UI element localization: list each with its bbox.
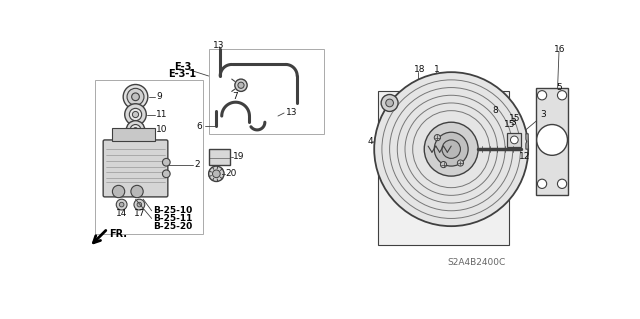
Circle shape bbox=[127, 88, 144, 105]
Text: B-25-20: B-25-20 bbox=[153, 222, 193, 231]
Circle shape bbox=[125, 104, 147, 125]
Circle shape bbox=[381, 94, 398, 111]
Text: 18: 18 bbox=[414, 65, 426, 74]
Text: FR.: FR. bbox=[109, 229, 127, 239]
Circle shape bbox=[486, 130, 493, 137]
Circle shape bbox=[119, 202, 124, 207]
Circle shape bbox=[123, 85, 148, 109]
Circle shape bbox=[538, 91, 547, 100]
Circle shape bbox=[132, 111, 139, 118]
Text: 13: 13 bbox=[285, 108, 297, 117]
Text: E-3: E-3 bbox=[174, 62, 191, 72]
Circle shape bbox=[238, 82, 244, 88]
Circle shape bbox=[435, 132, 468, 166]
Circle shape bbox=[212, 170, 220, 178]
Text: E-3-1: E-3-1 bbox=[168, 70, 196, 79]
Bar bbox=[209, 149, 230, 165]
Bar bbox=[508, 133, 521, 147]
Text: 6: 6 bbox=[196, 122, 202, 130]
Bar bbox=[113, 128, 155, 141]
Circle shape bbox=[126, 121, 145, 139]
Circle shape bbox=[137, 202, 141, 207]
Text: 3: 3 bbox=[541, 110, 547, 119]
Text: 12: 12 bbox=[518, 152, 530, 161]
Text: B-25-10: B-25-10 bbox=[153, 206, 193, 215]
Text: 15: 15 bbox=[504, 120, 515, 129]
Circle shape bbox=[440, 161, 447, 168]
Circle shape bbox=[386, 99, 394, 107]
Circle shape bbox=[209, 166, 224, 182]
Circle shape bbox=[130, 124, 141, 135]
Circle shape bbox=[424, 122, 478, 176]
Text: 17: 17 bbox=[134, 209, 145, 218]
Text: 19: 19 bbox=[234, 152, 244, 161]
Circle shape bbox=[129, 108, 141, 121]
Bar bbox=[209, 49, 324, 134]
Circle shape bbox=[435, 135, 440, 141]
Circle shape bbox=[511, 136, 518, 144]
Text: 3: 3 bbox=[510, 118, 516, 127]
Text: B-25-11: B-25-11 bbox=[153, 214, 193, 223]
Circle shape bbox=[134, 199, 145, 210]
Text: S2A4B2400C: S2A4B2400C bbox=[447, 258, 506, 267]
Circle shape bbox=[537, 124, 568, 155]
Circle shape bbox=[133, 128, 138, 132]
Text: 14: 14 bbox=[116, 209, 127, 218]
Circle shape bbox=[458, 160, 463, 166]
Text: 4: 4 bbox=[367, 137, 373, 146]
Polygon shape bbox=[526, 134, 528, 149]
Text: 1: 1 bbox=[435, 65, 440, 74]
FancyBboxPatch shape bbox=[103, 140, 168, 197]
Text: 9: 9 bbox=[156, 92, 162, 101]
Circle shape bbox=[374, 72, 528, 226]
Circle shape bbox=[557, 179, 566, 189]
Text: 7: 7 bbox=[232, 92, 237, 100]
Text: 5: 5 bbox=[557, 83, 563, 92]
Text: 11: 11 bbox=[156, 110, 168, 119]
Bar bbox=[536, 87, 568, 195]
Text: 2: 2 bbox=[195, 160, 200, 169]
Circle shape bbox=[113, 185, 125, 198]
Circle shape bbox=[557, 91, 566, 100]
Circle shape bbox=[131, 185, 143, 198]
Circle shape bbox=[163, 159, 170, 166]
Text: 15: 15 bbox=[509, 114, 520, 123]
Circle shape bbox=[442, 140, 460, 159]
Text: 8: 8 bbox=[492, 106, 498, 115]
Text: 13: 13 bbox=[212, 41, 224, 50]
Text: 20: 20 bbox=[225, 169, 237, 178]
Circle shape bbox=[235, 79, 247, 92]
Circle shape bbox=[163, 170, 170, 178]
Bar bbox=[378, 92, 509, 245]
Bar bbox=[95, 80, 204, 234]
Circle shape bbox=[538, 179, 547, 189]
Circle shape bbox=[132, 93, 140, 101]
Text: 10: 10 bbox=[156, 125, 168, 134]
Text: 16: 16 bbox=[554, 45, 566, 54]
Circle shape bbox=[116, 199, 127, 210]
Circle shape bbox=[497, 136, 503, 142]
